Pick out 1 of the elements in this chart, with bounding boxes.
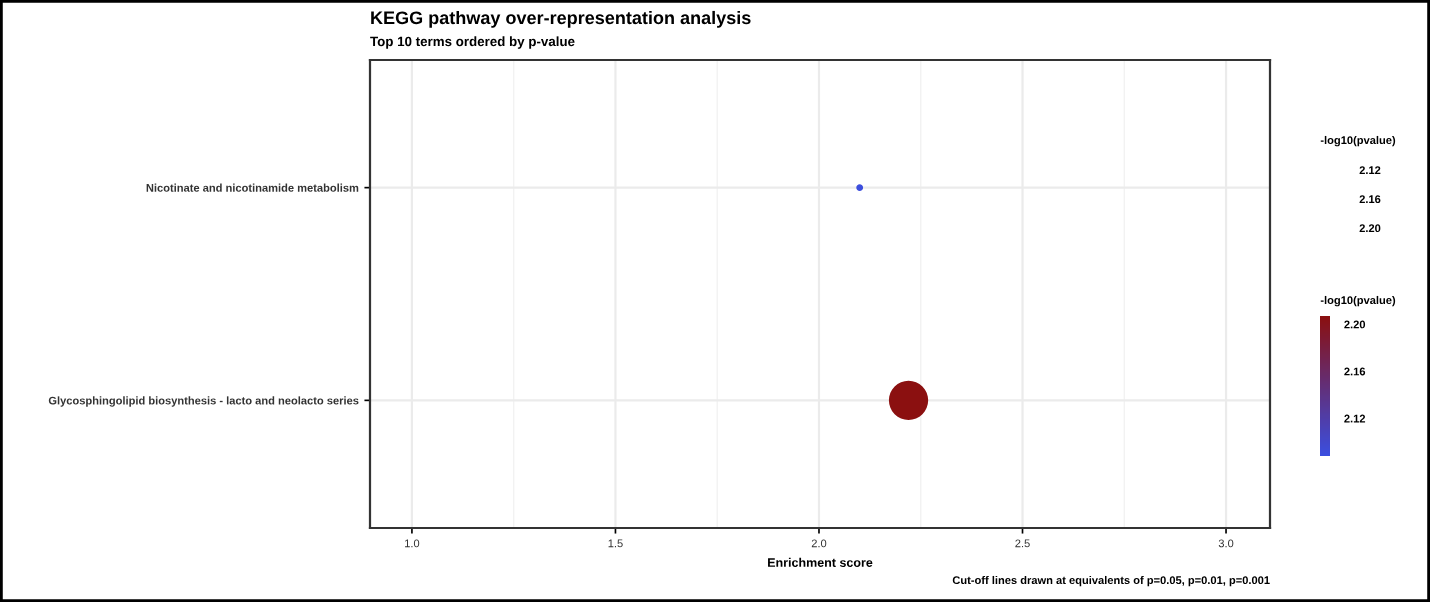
chart-title: KEGG pathway over-representation analysis <box>371 10 751 28</box>
